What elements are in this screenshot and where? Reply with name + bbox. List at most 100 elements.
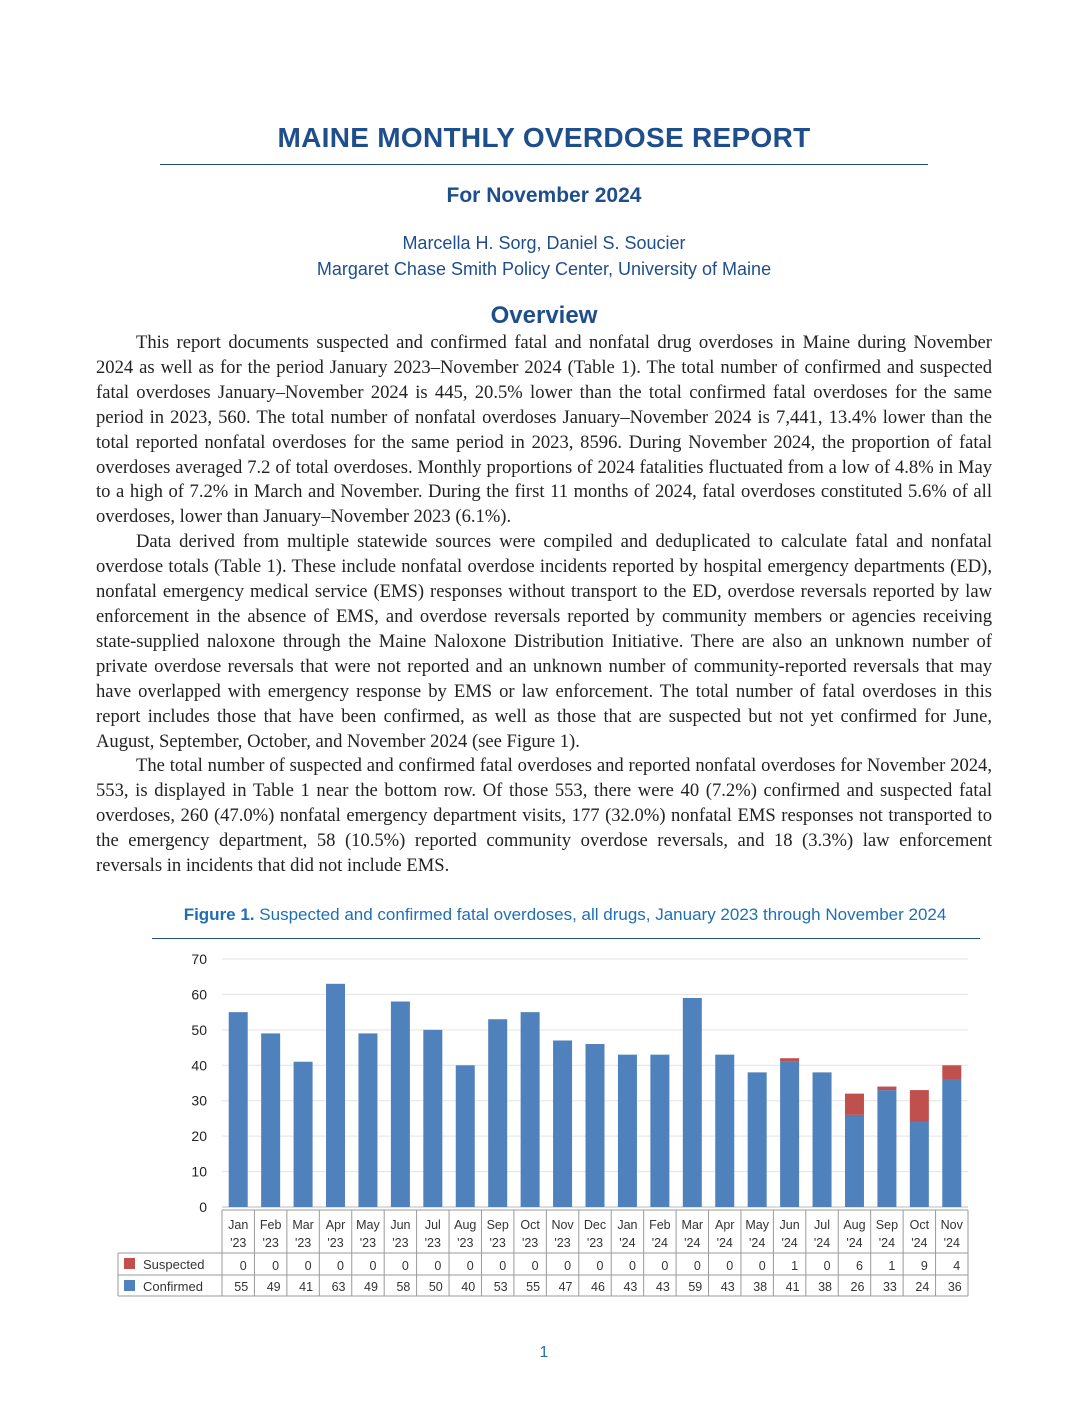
data-label-suspected: 0: [597, 1259, 604, 1273]
bar-confirmed: [553, 1040, 573, 1207]
x-tick-label-year: '23: [522, 1236, 538, 1250]
legend-label-confirmed: Confirmed: [143, 1279, 203, 1294]
x-tick-label-month: Jul: [425, 1218, 441, 1232]
data-label-suspected: 0: [402, 1259, 409, 1273]
y-tick-label: 0: [199, 1199, 207, 1215]
paragraph: This report documents suspected and conf…: [96, 332, 992, 528]
x-tick-label-month: Mar: [682, 1218, 704, 1232]
data-label-confirmed: 38: [818, 1280, 832, 1294]
paragraph: Data derived from multiple statewide sou…: [96, 531, 992, 752]
legend-label-suspected: Suspected: [143, 1257, 204, 1272]
bar-confirmed: [877, 1090, 897, 1207]
affiliation: Margaret Chase Smith Policy Center, Univ…: [316, 259, 772, 279]
data-label-suspected: 1: [791, 1259, 798, 1273]
x-tick-label-month: Jun: [390, 1218, 410, 1232]
x-tick-label-month: Apr: [715, 1218, 734, 1232]
x-tick-label-month: Feb: [649, 1218, 671, 1232]
bar-confirmed: [780, 1061, 800, 1207]
bar-confirmed: [585, 1044, 605, 1207]
overview-body: This report documents suspected and conf…: [96, 331, 992, 879]
data-label-confirmed: 59: [688, 1280, 702, 1294]
bar-confirmed: [455, 1065, 475, 1207]
data-label-suspected: 1: [888, 1259, 895, 1273]
x-tick-label-year: '24: [717, 1236, 733, 1250]
data-label-suspected: 9: [921, 1259, 928, 1273]
x-tick-label-month: Aug: [454, 1218, 476, 1232]
bar-confirmed: [326, 983, 346, 1207]
data-label-confirmed: 43: [656, 1280, 670, 1294]
x-tick-label-year: '23: [230, 1236, 246, 1250]
x-tick-label-year: '23: [587, 1236, 603, 1250]
report-title: MAINE MONTHLY OVERDOSE REPORT: [277, 122, 811, 153]
data-label-suspected: 0: [629, 1259, 636, 1273]
data-label-confirmed: 53: [494, 1280, 508, 1294]
x-tick-label-month: Jun: [780, 1218, 800, 1232]
data-label-confirmed: 49: [364, 1280, 378, 1294]
y-tick-label: 70: [191, 951, 207, 967]
data-label-confirmed: 58: [396, 1280, 410, 1294]
x-tick-label-year: '24: [944, 1236, 960, 1250]
x-tick-label-year: '23: [392, 1236, 408, 1250]
data-label-confirmed: 43: [721, 1280, 735, 1294]
data-label-suspected: 0: [240, 1259, 247, 1273]
bar-confirmed: [682, 997, 702, 1207]
overview-heading: Overview: [490, 302, 598, 329]
data-label-suspected: 6: [856, 1259, 863, 1273]
bar-confirmed: [358, 1033, 378, 1207]
x-tick-label-year: '24: [911, 1236, 927, 1250]
x-tick-label-month: Nov: [941, 1218, 964, 1232]
x-tick-label-month: Feb: [260, 1218, 282, 1232]
authors-block: Marcella H. Sorg, Daniel S. Soucier Marg…: [0, 230, 1088, 282]
data-label-suspected: 0: [272, 1259, 279, 1273]
data-label-confirmed: 40: [461, 1280, 475, 1294]
data-label-suspected: 0: [694, 1259, 701, 1273]
data-label-confirmed: 50: [429, 1280, 443, 1294]
data-label-confirmed: 55: [526, 1280, 540, 1294]
data-label-suspected: 0: [369, 1259, 376, 1273]
data-label-confirmed: 41: [299, 1280, 313, 1294]
bar-confirmed: [942, 1079, 962, 1207]
figure-label: Figure 1.: [183, 905, 255, 924]
x-tick-label-month: Nov: [551, 1218, 574, 1232]
data-label-suspected: 0: [726, 1259, 733, 1273]
x-tick-label-month: Oct: [520, 1218, 540, 1232]
x-tick-label-month: Dec: [584, 1218, 606, 1232]
x-tick-label-month: Oct: [910, 1218, 930, 1232]
data-label-confirmed: 63: [332, 1280, 346, 1294]
data-label-suspected: 0: [532, 1259, 539, 1273]
bar-suspected: [942, 1065, 962, 1080]
x-tick-label-month: Sep: [876, 1218, 898, 1232]
data-label-confirmed: 41: [786, 1280, 800, 1294]
authors: Marcella H. Sorg, Daniel S. Soucier: [402, 233, 686, 253]
data-label-suspected: 0: [305, 1259, 312, 1273]
data-label-confirmed: 24: [915, 1280, 929, 1294]
data-label-confirmed: 43: [623, 1280, 637, 1294]
paragraph: The total number of suspected and confir…: [96, 755, 992, 877]
x-tick-label-year: '24: [749, 1236, 765, 1250]
data-label-confirmed: 33: [883, 1280, 897, 1294]
x-tick-label-year: '23: [457, 1236, 473, 1250]
bar-confirmed: [390, 1001, 410, 1207]
bar-confirmed: [747, 1072, 767, 1207]
bar-confirmed: [909, 1121, 929, 1207]
y-tick-label: 60: [191, 986, 207, 1002]
x-tick-label-year: '24: [879, 1236, 895, 1250]
x-tick-label-year: '24: [652, 1236, 668, 1250]
x-tick-label-month: Jul: [814, 1218, 830, 1232]
x-tick-label-month: Sep: [487, 1218, 509, 1232]
bar-confirmed: [812, 1072, 832, 1207]
x-tick-label-month: Apr: [326, 1218, 345, 1232]
data-label-confirmed: 55: [234, 1280, 248, 1294]
x-tick-label-month: Jan: [617, 1218, 637, 1232]
bar-confirmed: [293, 1061, 313, 1207]
bar-confirmed: [715, 1054, 735, 1207]
bar-confirmed: [520, 1012, 540, 1207]
bar-suspected: [877, 1086, 897, 1091]
x-tick-label-year: '24: [781, 1236, 797, 1250]
legend-swatch-confirmed: [124, 1280, 135, 1291]
data-label-suspected: 4: [953, 1259, 960, 1273]
data-label-confirmed: 36: [948, 1280, 962, 1294]
bar-confirmed: [650, 1054, 670, 1207]
data-label-suspected: 0: [337, 1259, 344, 1273]
data-label-suspected: 0: [499, 1259, 506, 1273]
